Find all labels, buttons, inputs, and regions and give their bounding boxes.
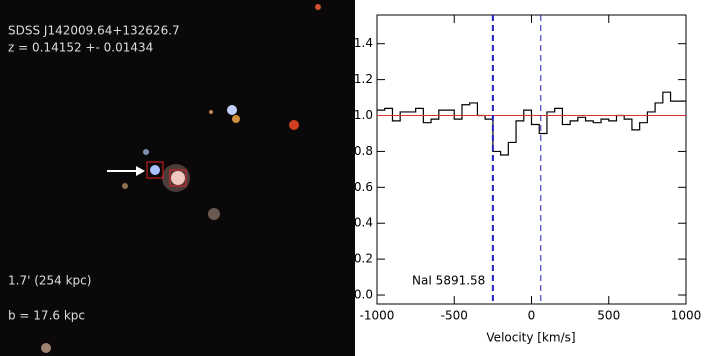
chart: Velocity [km/s] NaI 5891.58 0.0 0.2 0.4 0.6… bbox=[355, 14, 702, 345]
y-tick-label: 0.8 bbox=[355, 144, 373, 158]
x-tick-label: 1000 bbox=[671, 309, 702, 323]
y-tick-label: 1.0 bbox=[355, 108, 373, 122]
y-tick-label: 0.2 bbox=[355, 252, 373, 266]
sky-image: SDSS J142009.64+132626.7 z = 0.14152 +- … bbox=[0, 0, 355, 356]
y-tick-label: 1.4 bbox=[355, 36, 373, 50]
y-tick-label: 0.4 bbox=[355, 216, 373, 230]
x-tick-label: -1000 bbox=[360, 309, 395, 323]
impact-parameter: b = 17.6 kpc bbox=[8, 309, 85, 323]
plot-frame bbox=[376, 14, 687, 305]
y-tick-label: 0.6 bbox=[355, 180, 373, 194]
x-tick-label: 0 bbox=[528, 309, 536, 323]
x-tick-label: 500 bbox=[597, 309, 620, 323]
redshift: z = 0.14152 +- 0.01434 bbox=[8, 41, 153, 55]
x-axis-label: Velocity [km/s] bbox=[486, 331, 575, 345]
y-tick-label: 1.2 bbox=[355, 72, 373, 86]
object-name: SDSS J142009.64+132626.7 bbox=[8, 24, 180, 38]
x-tick-label: -500 bbox=[441, 309, 468, 323]
scale: 1.7' (254 kpc) bbox=[8, 274, 91, 288]
y-tick-label: 0.0 bbox=[355, 288, 373, 302]
annotation: NaI 5891.58 bbox=[412, 274, 485, 288]
spectrum bbox=[377, 91, 686, 156]
